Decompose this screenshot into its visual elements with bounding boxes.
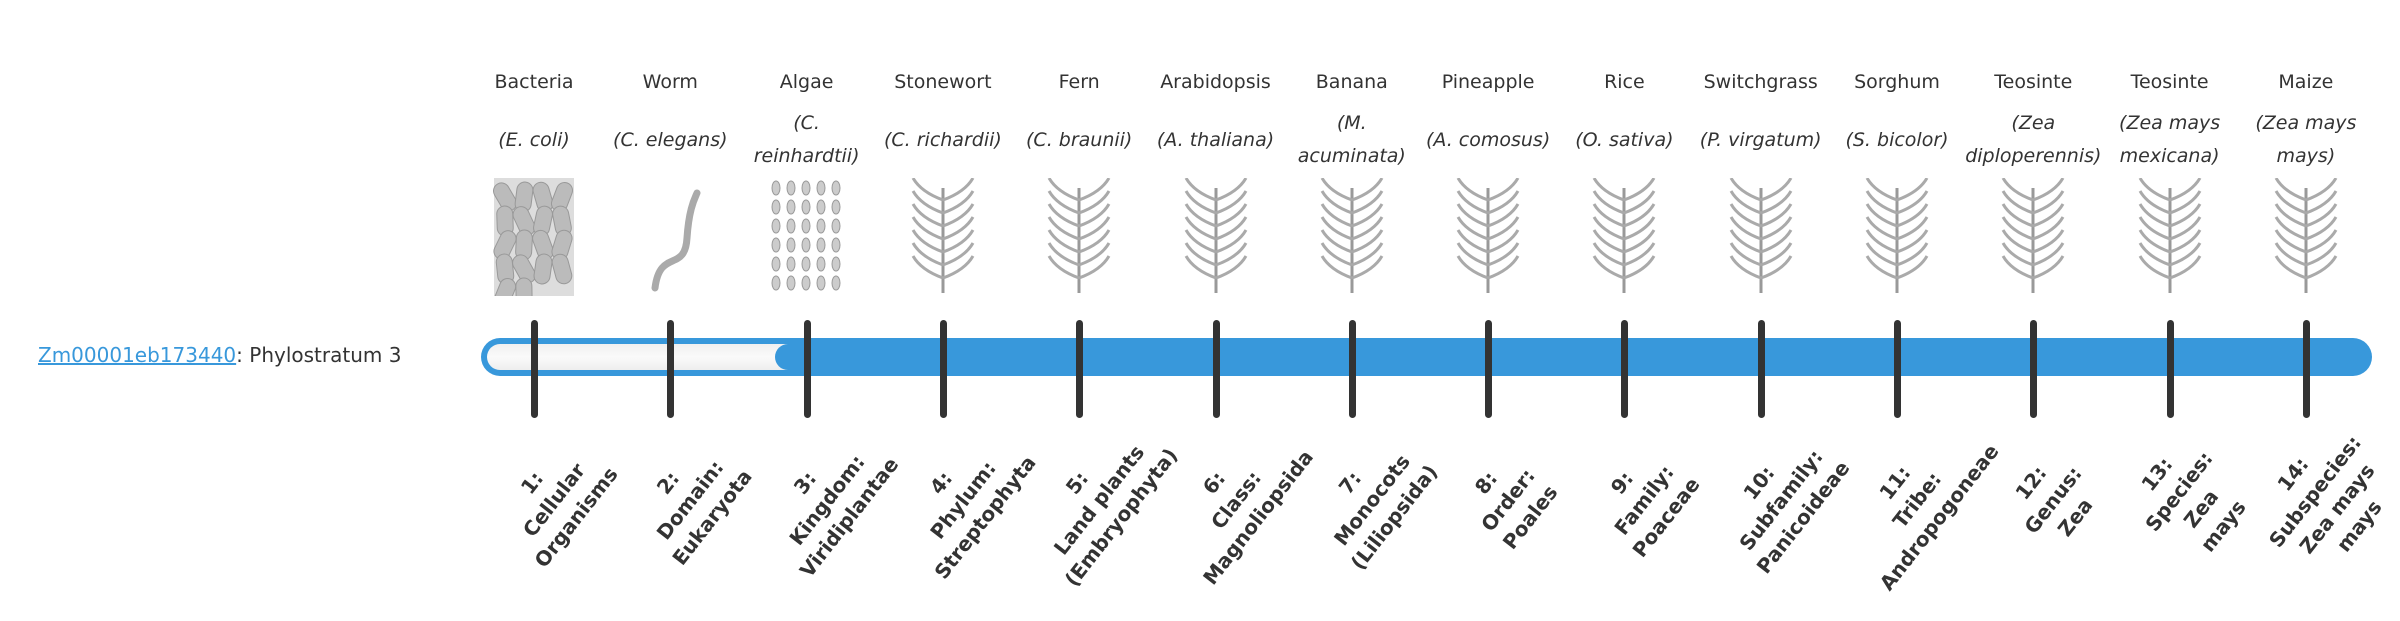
phylostratum-text: Phylostratum 3: [249, 343, 402, 367]
teosinte-icon: [2103, 178, 2237, 296]
stratum-tick: [531, 320, 538, 418]
gene-phylostratum-label: Zm00001eb173440: Phylostratum 3: [38, 340, 401, 370]
organism-scientific-name: (C. braunii): [1012, 104, 1146, 176]
bacteria-rods-icon: [467, 178, 601, 296]
organism-scientific-text: (C. braunii): [1026, 128, 1133, 151]
organism-common-name: Teosinte: [1994, 71, 2073, 93]
organism-scientific-text: (Zea mays mexicana): [2119, 112, 2221, 167]
stratum-tick: [1076, 320, 1084, 418]
organism-scientific-text: (Zea diploperennis): [1965, 112, 2102, 167]
stratum-tick: [1212, 320, 1220, 418]
organism-common-name: Worm: [642, 71, 698, 93]
gene-id-link[interactable]: Zm00001eb173440: [38, 343, 237, 367]
organism-common-name: Rice: [1604, 71, 1645, 93]
organism-scientific-name: (E. coli): [467, 104, 601, 176]
algae-cells-icon: [740, 178, 874, 296]
organism-scientific-text: (A. comosus): [1425, 128, 1551, 151]
organism-scientific-name: (Zea diploperennis): [1965, 104, 2102, 176]
organism-scientific-text: (C. richardii): [883, 128, 1002, 151]
organism-scientific-name: (P. virgatum): [1694, 104, 1828, 176]
organism-scientific-text: (Zea mays mays): [2255, 112, 2357, 167]
stratum-tick: [803, 320, 811, 418]
organism-scientific-text: (E. coli): [498, 128, 570, 151]
organism-common-name: Maize: [2278, 71, 2334, 93]
maize-icon: [2239, 178, 2373, 296]
organism-scientific-name: (M. acuminata): [1285, 104, 1419, 176]
rice-icon: [1557, 178, 1691, 296]
gene-separator: :: [236, 343, 250, 367]
stratum-tick: [939, 320, 947, 418]
organism-scientific-name: (Zea mays mexicana): [2103, 104, 2237, 176]
arabidopsis-icon: [1149, 178, 1283, 296]
organism-scientific-name: (A. thaliana): [1149, 104, 1283, 176]
organism-common-name: Bacteria: [494, 71, 574, 93]
stratum-tick: [2302, 320, 2310, 418]
organism-common-name: Banana: [1315, 71, 1388, 93]
stratum-tick: [1757, 320, 1765, 418]
organism-scientific-text: (A. thaliana): [1156, 128, 1275, 151]
organism-common-name: Sorghum: [1854, 71, 1940, 93]
organism-scientific-text: (P. virgatum): [1699, 128, 1822, 151]
organism-common-name: Pineapple: [1441, 71, 1535, 93]
organism-common-name: Fern: [1058, 71, 1100, 93]
organism-scientific-text: (O. sativa): [1575, 128, 1674, 151]
pineapple-icon: [1421, 178, 1555, 296]
organism-scientific-text: (C. elegans): [613, 128, 728, 151]
organism-common-name: Arabidopsis: [1160, 71, 1271, 93]
organism-common-name: Teosinte: [2130, 71, 2209, 93]
organism-common-name: Stonewort: [894, 71, 992, 93]
organism-scientific-name: (O. sativa): [1557, 104, 1691, 176]
organism-scientific-name: (S. bicolor): [1830, 104, 1964, 176]
stonewort-icon: [876, 178, 1010, 296]
organism-scientific-name: (C. elegans): [603, 104, 737, 176]
stratum-tick: [1485, 320, 1493, 418]
organism-common-name: Switchgrass: [1703, 71, 1818, 93]
phylostratum-bar: [481, 338, 2372, 376]
switchgrass-icon: [1694, 178, 1828, 296]
stratum-tick: [1621, 320, 1629, 418]
organism-scientific-name: (C. reinhardtii): [740, 104, 874, 176]
organism-scientific-text: (M. acuminata): [1297, 112, 1406, 167]
organism-scientific-text: (S. bicolor): [1845, 128, 1949, 151]
banana-plant-icon: [1285, 178, 1419, 296]
stratum-tick: [2166, 320, 2174, 418]
stratum-tick: [2030, 320, 2038, 418]
organism-scientific-name: (A. comosus): [1421, 104, 1555, 176]
stratum-tick: [667, 320, 675, 418]
organism-common-name: Algae: [779, 71, 834, 93]
organism-scientific-name: (Zea mays mays): [2239, 104, 2373, 176]
teosinte-icon: [1966, 178, 2100, 296]
sorghum-icon: [1830, 178, 1964, 296]
worm-icon: [603, 178, 737, 296]
stratum-tick: [1348, 320, 1356, 418]
organism-scientific-text: (C. reinhardtii): [753, 112, 860, 167]
fern-icon: [1012, 178, 1146, 296]
stratum-tick: [1894, 320, 1901, 418]
organism-scientific-name: (C. richardii): [876, 104, 1010, 176]
bar-fill-start: [774, 344, 801, 370]
